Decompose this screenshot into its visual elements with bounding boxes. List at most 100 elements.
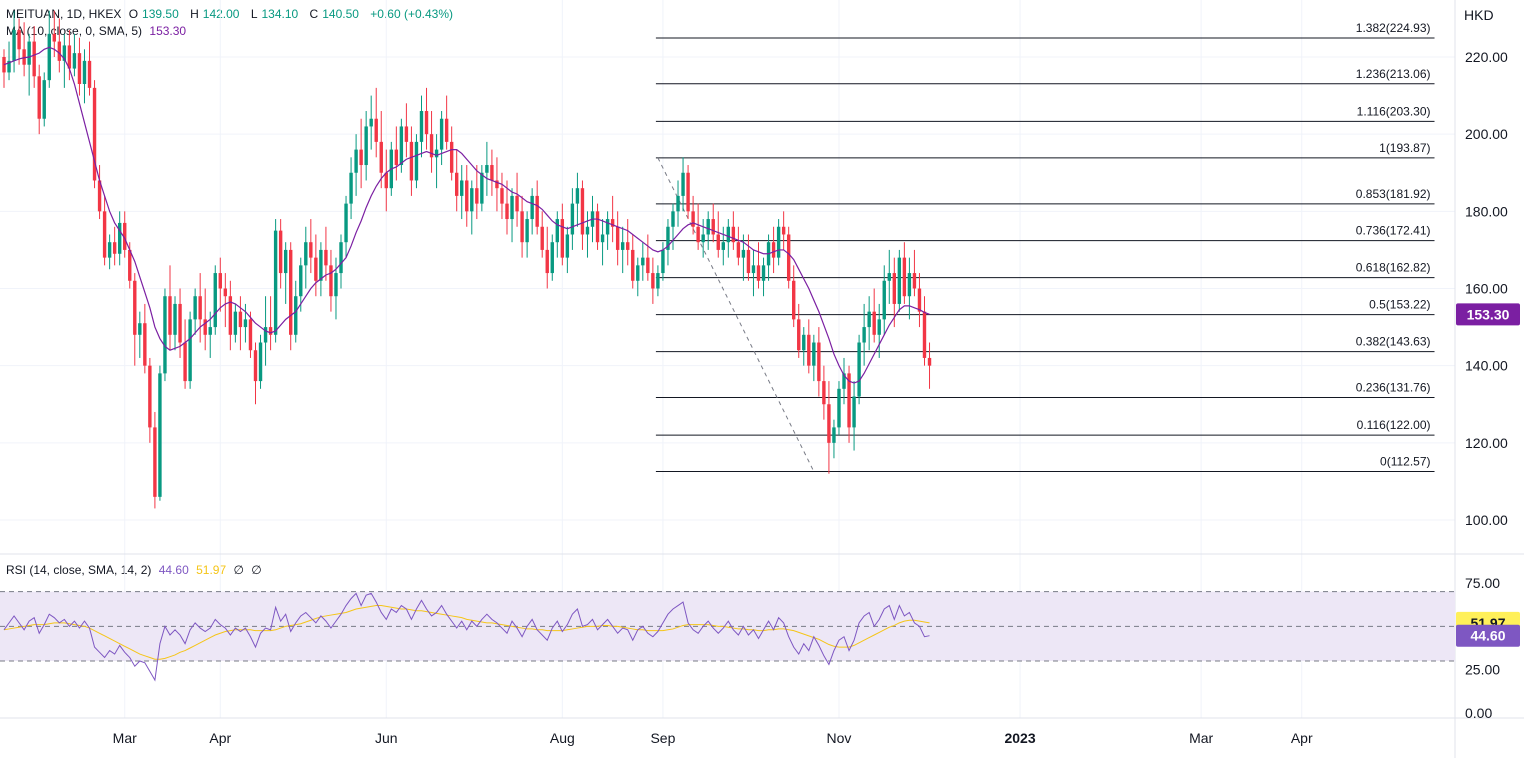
fib-level-label: 1.236(213.06): [1356, 67, 1431, 81]
candle-body: [485, 165, 489, 173]
fibonacci-retracement[interactable]: 1.382(224.93) 1.236(213.06) 1.116(203.30) 1…: [655, 21, 1435, 473]
axes[interactable]: HKD 220.00 200.00 180.00 160.00 140.00 120.00 1…: [113, 7, 1508, 746]
fib-level-label: 1.116(203.30): [1357, 104, 1431, 118]
candle-body: [253, 350, 258, 382]
high-value: 142.00: [202, 7, 240, 21]
candle-body: [505, 203, 509, 220]
candle-body: [57, 41, 62, 61]
candle-body: [731, 226, 736, 243]
candle-body: [168, 296, 172, 335]
open-value: 139.50: [142, 7, 179, 21]
candle-body: [429, 134, 434, 158]
fib-trend-line[interactable]: [657, 157, 815, 472]
time-tick-label: Mar: [113, 730, 137, 746]
rsi-ma-value: 51.97: [196, 563, 227, 577]
candle-body: [585, 226, 590, 235]
price-tick-label: 160.00: [1465, 281, 1508, 297]
candle-body: [67, 45, 72, 69]
ma-value: 153.30: [149, 24, 187, 38]
rsi-legend: RSI (14, close, SMA, 14, 2) 44.60 51.97 …: [6, 563, 266, 577]
candle-body: [832, 427, 836, 443]
candle-body: [314, 257, 318, 281]
price-badge-value: 153.30: [1467, 306, 1510, 322]
candle-body: [112, 242, 117, 254]
candle-body: [97, 180, 102, 212]
candle-body: [143, 323, 147, 366]
fib-level-label: 0.618(162.82): [1356, 261, 1431, 275]
candle-body: [837, 388, 841, 428]
candle-body: [786, 234, 791, 281]
price-tick-label: 220.00: [1465, 49, 1508, 65]
candle-body: [716, 234, 720, 250]
candle-body: [490, 165, 494, 181]
candle-body: [671, 211, 675, 227]
rsi-tick-label: 0.00: [1465, 705, 1492, 721]
candle-body: [47, 33, 51, 81]
candle-body: [600, 234, 605, 243]
ma-line: [3, 46, 930, 384]
candle-body: [434, 149, 439, 158]
candle-body: [797, 319, 801, 351]
candle-body: [92, 87, 97, 181]
candle-body: [530, 195, 534, 220]
candle-body: [862, 327, 866, 343]
candle-body: [148, 365, 152, 428]
candle-body: [726, 226, 731, 243]
candle-body: [138, 323, 142, 335]
candle-body: [842, 373, 846, 389]
candle-body: [631, 249, 635, 281]
candle-body: [455, 172, 459, 196]
candle-body: [42, 80, 46, 119]
candle-body: [520, 211, 524, 243]
candle-body: [877, 319, 881, 335]
candle-body: [741, 249, 746, 258]
candle-body: [756, 265, 761, 281]
candle-body: [133, 280, 137, 335]
candle-body: [500, 188, 504, 204]
candle-body: [817, 342, 821, 382]
candle-body: [309, 242, 313, 258]
candle-body: [515, 195, 519, 212]
candle-body: [263, 327, 268, 343]
candle-body: [158, 373, 162, 497]
candle-body: [460, 180, 464, 196]
candle-body: [620, 242, 625, 250]
candle-body: [605, 219, 610, 235]
candle-body: [444, 118, 449, 142]
candle-body: [319, 249, 323, 281]
candle-body: [570, 203, 575, 235]
candle-body: [208, 327, 212, 335]
candle-body: [721, 242, 725, 250]
candle-body: [123, 222, 127, 250]
price-tick-label: 140.00: [1465, 358, 1508, 374]
candle-body: [686, 172, 690, 212]
candle-body: [761, 265, 766, 281]
candle-body: [867, 311, 871, 328]
candle-body: [872, 311, 876, 335]
rsi-value: 44.60: [158, 563, 189, 577]
candle-body: [540, 226, 544, 250]
rsi-extra-1: ∅: [233, 563, 244, 577]
candle-body: [344, 203, 348, 243]
candle-body: [27, 41, 31, 65]
candle-body: [892, 273, 897, 304]
candle-body: [188, 319, 192, 382]
candle-body: [7, 60, 11, 73]
candle-body: [294, 296, 298, 335]
candle-body: [676, 195, 680, 212]
rsi-series-line: [3, 592, 930, 682]
candle-body: [651, 273, 655, 289]
candles: [2, 10, 932, 509]
candle-body: [369, 118, 373, 127]
candle-body: [922, 311, 927, 358]
candle-body: [289, 249, 293, 335]
candle-body: [22, 49, 26, 65]
candle-body: [852, 396, 856, 428]
candle-body: [404, 126, 409, 142]
candle-body: [233, 311, 238, 335]
candle-body: [82, 60, 87, 85]
candle-body: [701, 234, 705, 243]
candle-body: [379, 141, 383, 173]
candle-body: [449, 141, 454, 173]
